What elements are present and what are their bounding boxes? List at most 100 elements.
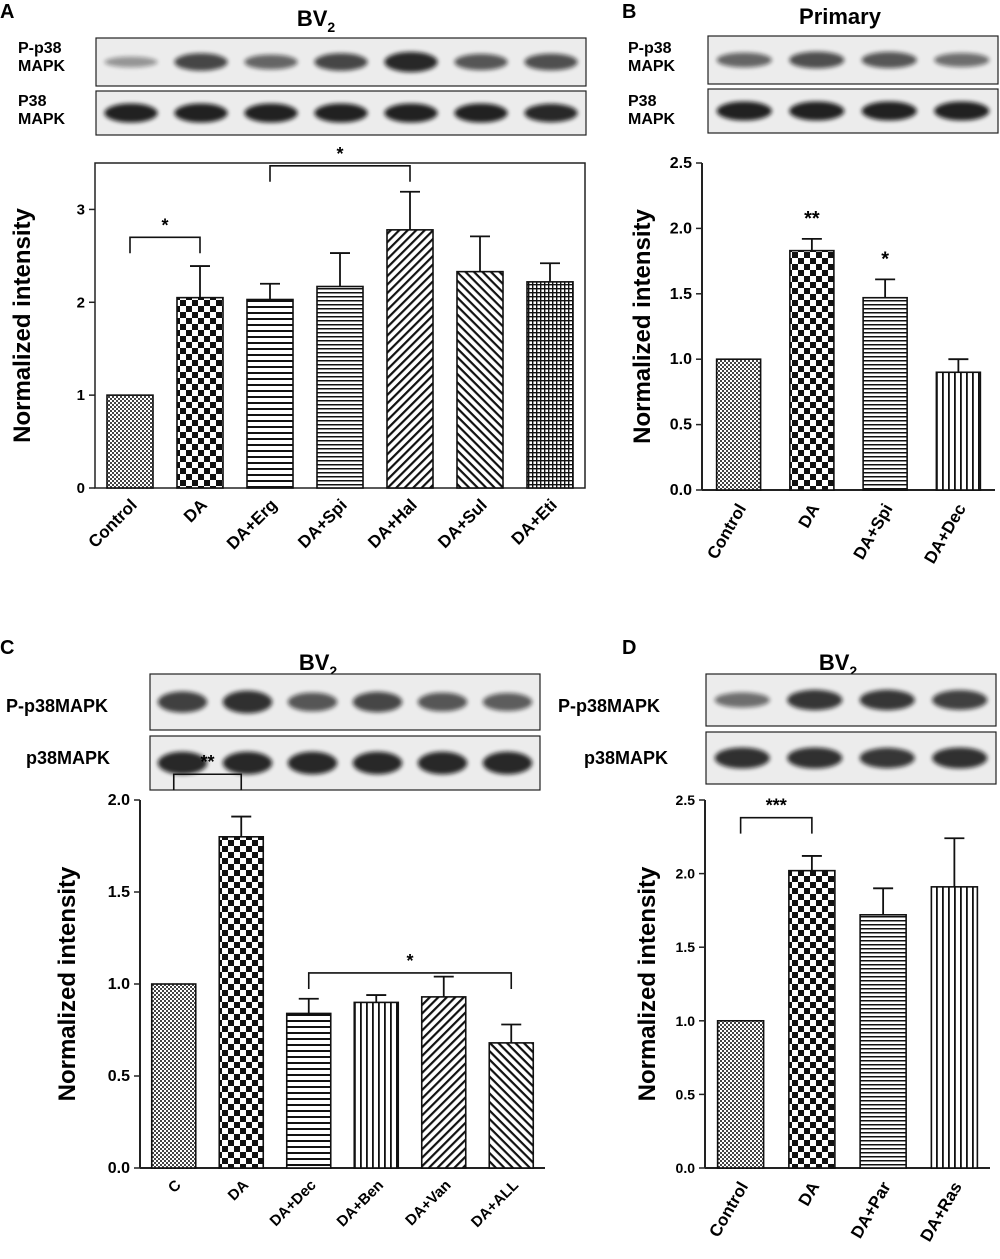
y-tick-label: 0.0 <box>676 1160 696 1176</box>
blot-band <box>861 51 917 69</box>
bar <box>488 1042 535 1169</box>
bar <box>862 296 908 491</box>
significance-label: ** <box>200 752 214 772</box>
panel-d-blot-total <box>705 731 997 785</box>
panel-a-blot-phospho <box>95 37 587 87</box>
y-tick-label: 2.0 <box>676 866 696 882</box>
western-blot-images <box>95 35 999 791</box>
y-tick-label: 1 <box>77 387 85 404</box>
blot-band <box>714 692 770 708</box>
blot-band <box>352 691 403 713</box>
blot-band <box>454 103 508 123</box>
bar <box>526 281 574 489</box>
y-tick-label: 0.0 <box>108 1160 130 1177</box>
x-tick-label: DA+Sul <box>434 495 491 552</box>
blot-band <box>157 691 208 713</box>
significance-label: *** <box>766 796 787 816</box>
significance-label: * <box>161 215 168 235</box>
blot-band <box>934 52 990 68</box>
panel-d-bar-chart: 0.0 0.5 1.0 1.5 2.0 2.5 Normalized intensity Co… <box>634 792 990 1245</box>
blot-band <box>417 692 468 712</box>
panel-letter-b: B <box>622 1 636 23</box>
blot-band <box>104 56 158 68</box>
x-tick-label: DA+ALL <box>468 1177 522 1231</box>
x-tick-label: C <box>165 1177 185 1197</box>
bar <box>456 270 504 489</box>
panel-b-blot-total <box>707 88 999 134</box>
panel-a-blot2-label: P38 MAPK <box>18 93 66 128</box>
x-tick-label: Control <box>85 495 141 551</box>
x-tick-label: DA <box>795 1179 824 1210</box>
y-tick-label: 0.0 <box>670 482 692 499</box>
x-tick-label: DA+Van <box>402 1177 454 1229</box>
y-tick-label: 1.5 <box>676 939 696 955</box>
blot-band <box>859 689 915 711</box>
panel-a-blot-total <box>95 90 587 136</box>
blot-band <box>104 103 158 123</box>
x-tick-label: DA <box>795 501 824 532</box>
bar <box>246 298 294 489</box>
y-axis-label: Normalized intensity <box>9 207 36 442</box>
blot-band <box>482 751 533 775</box>
panel-b-title: Primary <box>799 4 882 29</box>
panel-b-blot1-label: P-p38 MAPK <box>628 40 676 75</box>
blot-band <box>244 54 298 70</box>
x-tick-label: DA+Dec <box>267 1177 320 1230</box>
panel-letter-c: C <box>0 637 14 659</box>
blot-band <box>789 51 845 69</box>
y-tick-label: 0.5 <box>108 1068 130 1085</box>
x-tick-label: DA+Erg <box>223 495 281 553</box>
y-tick-label: 0.5 <box>676 1086 696 1102</box>
blot-band <box>932 747 988 769</box>
bar <box>788 869 836 1169</box>
panel-d-blot-phospho <box>705 673 997 727</box>
x-tick-label: DA+Par <box>847 1178 895 1241</box>
blot-band <box>716 52 772 68</box>
panel-b-bar-chart: 0.0 0.5 1.0 1.5 2.0 2.5 Normalized intensity Co… <box>629 155 995 567</box>
y-tick-label: 1.0 <box>108 976 130 993</box>
y-tick-label: 2 <box>77 294 85 311</box>
y-axis-label: Normalized intensity <box>634 866 661 1101</box>
blot-band <box>287 751 338 775</box>
significance-bracket <box>269 164 411 182</box>
blot-band <box>157 751 208 775</box>
blot-band <box>787 747 843 769</box>
blot-band <box>384 51 438 73</box>
x-tick-label: DA+Ras <box>917 1179 966 1245</box>
blot-band <box>174 103 228 123</box>
blot-band <box>934 101 990 121</box>
bar <box>106 394 154 489</box>
blot-band <box>789 101 845 121</box>
x-tick-label: DA <box>180 495 211 526</box>
significance-bracket <box>739 816 813 834</box>
significance-label: * <box>881 248 889 270</box>
significance-bracket <box>172 773 243 791</box>
y-tick-label: 0 <box>77 480 85 497</box>
y-tick-label: 1.0 <box>670 351 692 368</box>
blot-band <box>787 689 843 711</box>
blot-band <box>222 690 273 714</box>
panel-b-blot-phospho <box>707 35 999 85</box>
significance-label: * <box>406 951 413 971</box>
x-tick-label: Control <box>703 501 750 563</box>
x-tick-label: Control <box>705 1179 752 1241</box>
blot-band <box>716 101 772 121</box>
panel-d-blot1-label: P-p38MAPK <box>558 696 660 716</box>
bar <box>386 229 434 489</box>
blot-band <box>524 53 578 71</box>
blot-band <box>174 53 228 71</box>
significance-bracket <box>129 236 201 254</box>
blot-band <box>482 692 533 712</box>
blot-band <box>314 53 368 71</box>
panel-c-blot1-label: P-p38MAPK <box>6 696 108 716</box>
bar <box>930 886 979 1169</box>
bar <box>150 983 197 1169</box>
significance-label: * <box>336 144 343 164</box>
panel-d-title: BV2 <box>819 650 858 679</box>
y-tick-label: 3 <box>77 201 85 218</box>
y-axis-label: Normalized intensity <box>629 208 656 443</box>
blot-band <box>244 103 298 123</box>
x-tick-label: DA+Spi <box>294 495 351 552</box>
bar <box>285 1012 332 1169</box>
